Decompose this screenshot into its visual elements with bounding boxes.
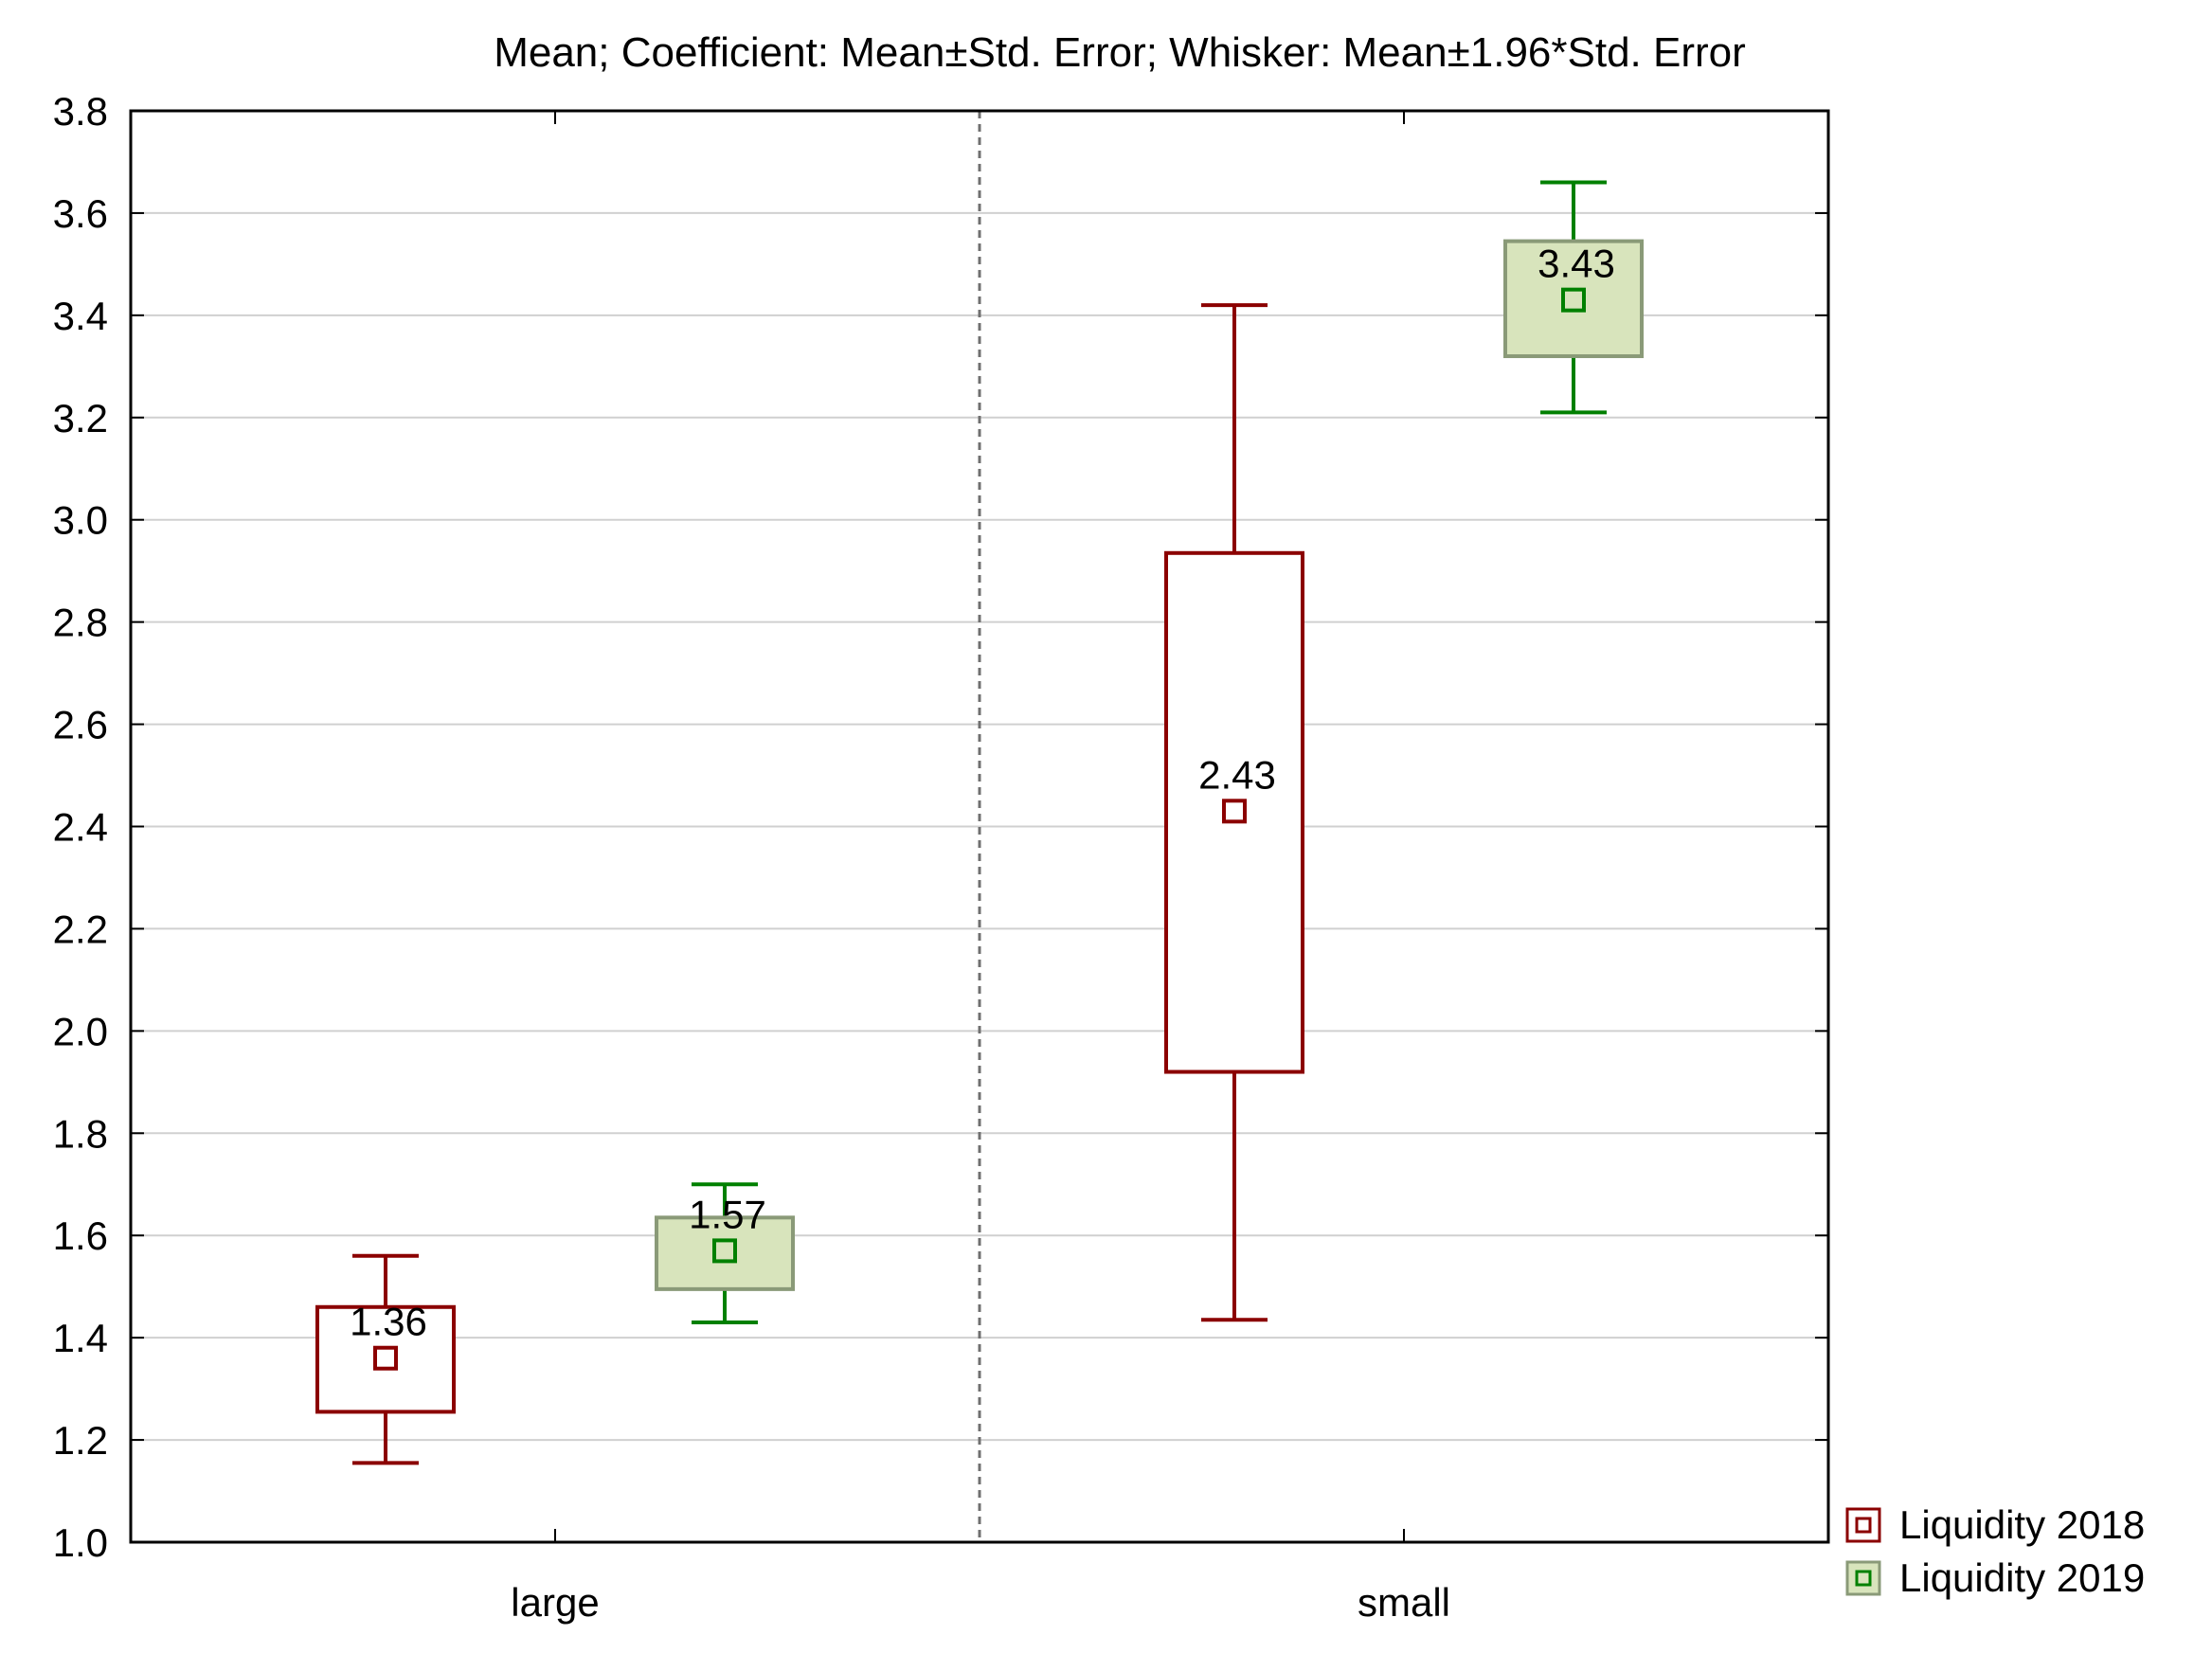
y-tick-label: 3.4 <box>53 294 108 338</box>
grid-lines <box>131 111 1828 1542</box>
box <box>1164 550 1304 1074</box>
axes: 1.01.21.41.61.82.02.22.42.62.83.03.23.43… <box>53 89 1830 1625</box>
y-tick-label: 2.0 <box>53 1009 108 1053</box>
box-group: 2.43 <box>1164 303 1304 1322</box>
legend-label: Liquidity 2019 <box>1899 1555 2145 1600</box>
y-tick-label: 1.0 <box>53 1520 108 1565</box>
y-tick-label: 2.6 <box>53 703 108 747</box>
y-tick-label: 3.8 <box>53 89 108 134</box>
legend-swatch <box>1845 1507 1881 1543</box>
mean-marker <box>712 1238 737 1264</box>
legend-marker <box>1855 1570 1872 1587</box>
plot-marks: 1.36 2.43 1.57 3.43 <box>315 180 1644 1465</box>
legend-item: Liquidity 2018 <box>1845 1502 2145 1547</box>
legend-item: Liquidity 2019 <box>1845 1555 2145 1600</box>
box <box>1503 239 1644 359</box>
legend-marker <box>1855 1517 1872 1534</box>
box-group: 1.36 <box>315 1253 456 1465</box>
chart-title: Mean; Coefficient: Mean±Std. Error; Whis… <box>494 29 1746 76</box>
data-label: 1.36 <box>350 1300 427 1344</box>
box-group: 3.43 <box>1503 180 1644 415</box>
y-tick-label: 1.8 <box>53 1111 108 1156</box>
y-tick-label: 3.0 <box>53 498 108 543</box>
x-category-label: small <box>1358 1580 1450 1625</box>
plot-frame <box>129 109 1830 1544</box>
box <box>315 1304 456 1414</box>
y-tick-label: 2.8 <box>53 601 108 645</box>
box <box>655 1215 795 1291</box>
legend-label: Liquidity 2018 <box>1899 1502 2145 1547</box>
y-tick-label: 1.6 <box>53 1213 108 1258</box>
y-tick-label: 2.4 <box>53 805 108 850</box>
mean-marker <box>1561 287 1586 313</box>
data-label: 3.43 <box>1538 242 1615 286</box>
legend-swatch <box>1845 1560 1881 1596</box>
mean-marker <box>373 1345 398 1371</box>
data-label: 2.43 <box>1198 752 1276 797</box>
y-tick-label: 1.2 <box>53 1418 108 1463</box>
y-tick-label: 1.4 <box>53 1316 108 1360</box>
y-tick-label: 3.6 <box>53 191 108 236</box>
legend: Liquidity 2018 Liquidity 2019 <box>1845 1502 2145 1600</box>
y-tick-label: 2.2 <box>53 907 108 951</box>
mean-marker <box>1222 799 1247 824</box>
y-tick-label: 3.2 <box>53 396 108 440</box>
box-group: 1.57 <box>655 1182 795 1324</box>
data-label: 1.57 <box>689 1192 766 1236</box>
x-category-label: large <box>511 1580 599 1625</box>
